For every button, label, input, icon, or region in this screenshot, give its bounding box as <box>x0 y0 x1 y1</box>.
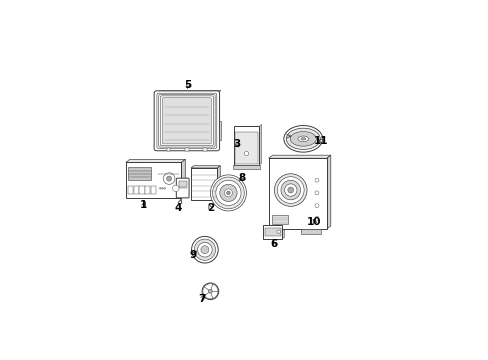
Bar <box>233 126 259 165</box>
Circle shape <box>191 237 218 263</box>
Polygon shape <box>181 159 185 198</box>
Circle shape <box>226 191 230 195</box>
Text: 8: 8 <box>238 173 245 183</box>
Bar <box>151 186 156 194</box>
Polygon shape <box>259 125 261 165</box>
Ellipse shape <box>300 138 305 140</box>
Bar <box>216 121 221 140</box>
Bar <box>128 167 151 180</box>
Circle shape <box>163 188 165 189</box>
Circle shape <box>159 188 161 189</box>
Bar <box>232 165 260 169</box>
Bar <box>191 168 217 200</box>
Circle shape <box>314 216 318 220</box>
Bar <box>125 162 181 198</box>
Circle shape <box>202 283 218 300</box>
Polygon shape <box>326 155 330 229</box>
FancyBboxPatch shape <box>154 91 219 151</box>
Bar <box>271 215 288 224</box>
Circle shape <box>212 177 244 209</box>
Circle shape <box>201 246 208 254</box>
Text: 6: 6 <box>270 239 277 249</box>
Text: 9: 9 <box>189 250 197 260</box>
Polygon shape <box>268 155 330 158</box>
Circle shape <box>166 176 171 181</box>
Circle shape <box>314 178 318 182</box>
Bar <box>145 186 150 194</box>
Circle shape <box>163 173 175 184</box>
Circle shape <box>224 189 232 197</box>
Text: 4: 4 <box>175 199 182 213</box>
Bar <box>139 186 144 194</box>
Bar <box>179 181 186 187</box>
Circle shape <box>314 204 318 208</box>
Circle shape <box>284 184 296 196</box>
Text: 11: 11 <box>313 136 328 146</box>
Polygon shape <box>125 159 185 162</box>
Bar <box>235 132 257 164</box>
Bar <box>166 148 170 151</box>
Bar <box>264 228 280 236</box>
Circle shape <box>287 187 293 193</box>
Bar <box>203 148 206 151</box>
Bar <box>268 158 326 229</box>
Bar <box>185 148 188 151</box>
Polygon shape <box>191 166 220 168</box>
Bar <box>127 186 133 194</box>
Ellipse shape <box>297 136 308 141</box>
Bar <box>133 186 139 194</box>
Circle shape <box>215 180 241 206</box>
Circle shape <box>172 185 179 192</box>
Circle shape <box>194 239 215 260</box>
FancyBboxPatch shape <box>162 98 211 144</box>
Circle shape <box>277 177 304 203</box>
Polygon shape <box>217 166 220 200</box>
Circle shape <box>162 188 163 189</box>
Text: 10: 10 <box>306 217 321 227</box>
Ellipse shape <box>284 126 322 152</box>
Text: 7: 7 <box>198 294 205 304</box>
Polygon shape <box>156 90 221 93</box>
Text: 2: 2 <box>206 203 214 213</box>
FancyBboxPatch shape <box>176 178 189 198</box>
Circle shape <box>244 151 248 156</box>
Ellipse shape <box>289 131 316 146</box>
Circle shape <box>208 289 212 293</box>
Bar <box>300 229 320 234</box>
Circle shape <box>281 180 300 200</box>
Bar <box>263 225 282 239</box>
Text: 1: 1 <box>140 201 147 210</box>
Circle shape <box>276 230 280 233</box>
Circle shape <box>314 191 318 195</box>
Circle shape <box>197 242 212 257</box>
Polygon shape <box>282 223 284 239</box>
Circle shape <box>210 175 246 211</box>
Circle shape <box>274 174 306 206</box>
Circle shape <box>219 184 237 202</box>
Text: 5: 5 <box>184 80 191 90</box>
Text: 3: 3 <box>233 139 241 149</box>
Ellipse shape <box>285 128 320 149</box>
